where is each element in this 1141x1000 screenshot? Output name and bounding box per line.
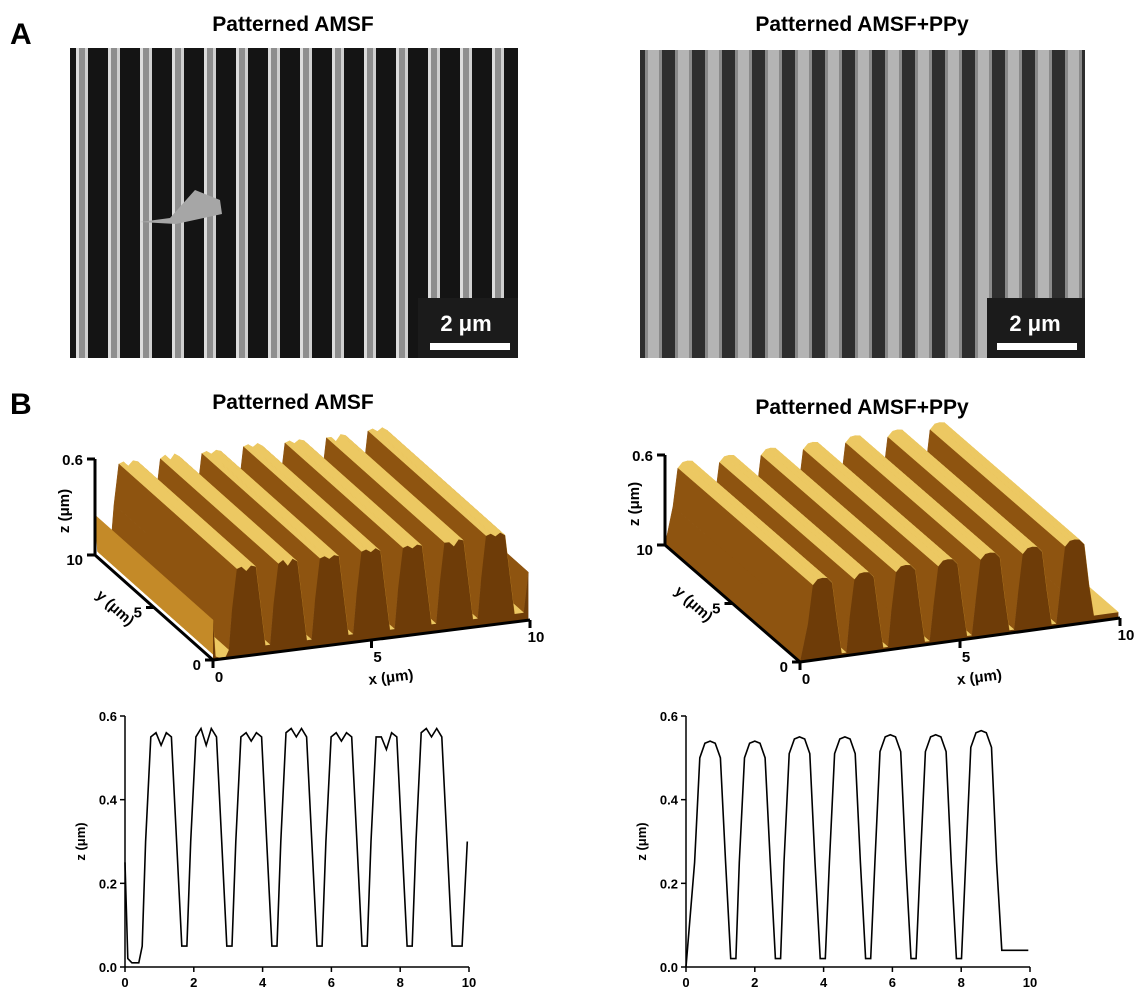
y-axis-label: z (μm) — [73, 822, 88, 860]
y-tick-label: 10 — [66, 552, 83, 569]
x-tick-label: 6 — [889, 975, 896, 990]
y-axis-label: y (μm) — [671, 583, 716, 626]
y-tick-label: 0 — [193, 657, 201, 674]
z-axis-label: z (μm) — [56, 489, 73, 533]
x-tick-label: 5 — [962, 649, 970, 666]
x-tick-label: 10 — [528, 629, 545, 646]
image-title: Patterned AMSF+PPy — [755, 13, 969, 36]
x-tick-label: 10 — [1118, 627, 1135, 644]
x-tick-label: 5 — [373, 649, 381, 666]
x-tick-label: 8 — [397, 975, 404, 990]
z-axis-label: z (μm) — [626, 482, 643, 526]
y-tick-label: 0.6 — [660, 709, 678, 724]
profile-line — [686, 731, 1028, 967]
y-tick-label: 0.4 — [99, 793, 118, 808]
x-tick-label: 2 — [190, 975, 197, 990]
panel-label: A — [10, 18, 32, 51]
y-tick-label: 0 — [780, 659, 788, 676]
scale-bar-label: 2 μm — [1009, 311, 1060, 336]
y-tick-label: 0.6 — [99, 709, 117, 724]
y-tick-label: 0.2 — [99, 876, 117, 891]
profile-line — [125, 729, 467, 963]
panel-label: B — [10, 388, 32, 421]
scale-bar — [430, 343, 510, 350]
figure: A Patterned AMSF Patterned AMSF+PPy 2 μm… — [0, 0, 1141, 995]
x-tick-label: 0 — [121, 975, 128, 990]
x-tick-label: 10 — [1023, 975, 1037, 990]
y-axis-label: z (μm) — [634, 822, 649, 860]
x-axis-label: x (μm) — [368, 666, 415, 688]
y-tick-label: 0.0 — [99, 960, 117, 975]
y-tick-label: 0.2 — [660, 876, 678, 891]
y-axis-label: y (μm) — [93, 587, 138, 630]
image-title: Patterned AMSF — [212, 13, 374, 36]
y-tick-label: 0.4 — [660, 793, 679, 808]
plot-title: Patterned AMSF+PPy — [755, 396, 969, 419]
z-tick-label: 0.6 — [62, 452, 83, 469]
x-axis-label: x (μm) — [956, 666, 1003, 688]
x-tick-label: 4 — [820, 975, 828, 990]
x-tick-label: 2 — [751, 975, 758, 990]
plot-title: Patterned AMSF — [212, 391, 374, 414]
y-tick-label: 10 — [636, 542, 653, 559]
x-tick-label: 0 — [215, 669, 223, 686]
x-tick-label: 8 — [958, 975, 965, 990]
scale-bar-label: 2 μm — [440, 311, 491, 336]
x-tick-label: 6 — [328, 975, 335, 990]
x-tick-label: 10 — [462, 975, 476, 990]
scale-bar — [997, 343, 1077, 350]
x-tick-label: 4 — [259, 975, 267, 990]
x-tick-label: 0 — [802, 671, 810, 688]
x-tick-label: 0 — [682, 975, 689, 990]
z-tick-label: 0.6 — [632, 448, 653, 465]
y-tick-label: 0.0 — [660, 960, 678, 975]
